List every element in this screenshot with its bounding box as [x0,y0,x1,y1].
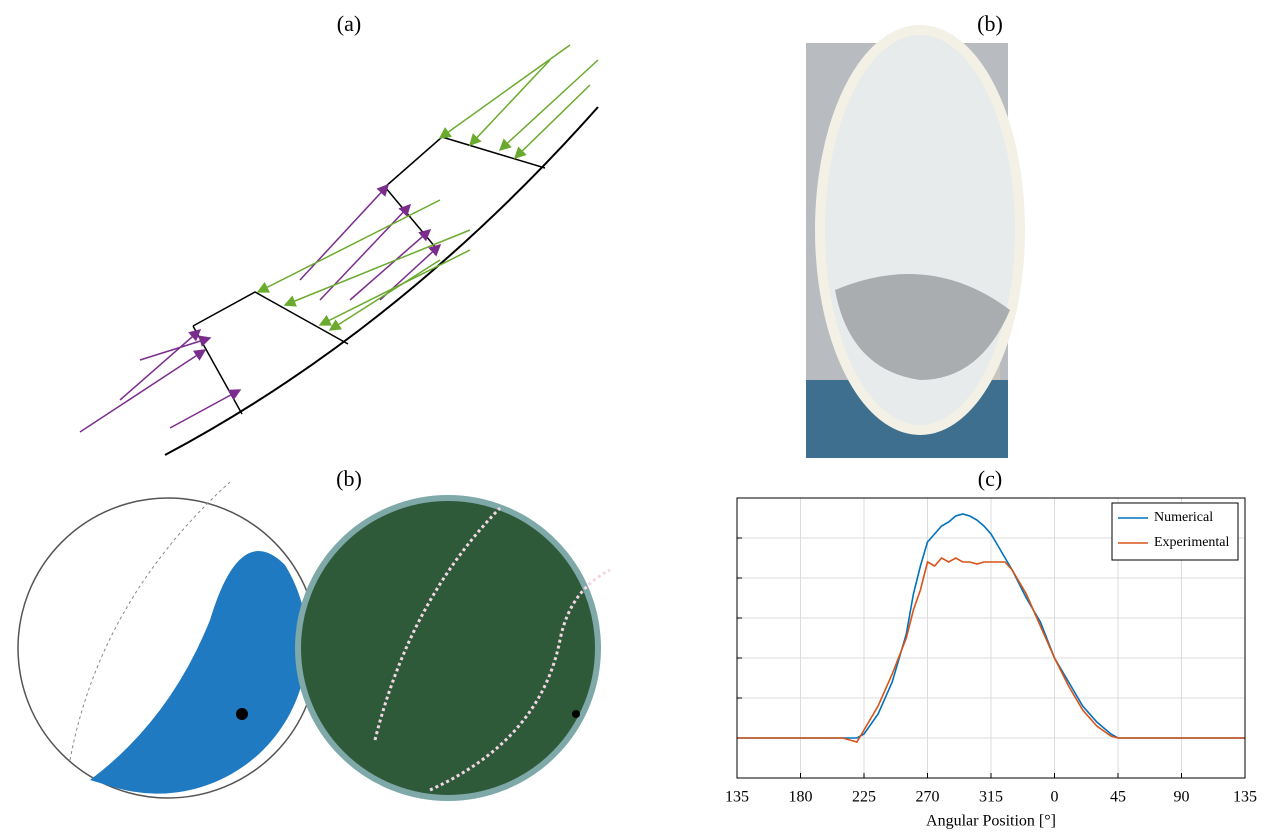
figure: (a) (b) (b) (c) [0,0,1269,834]
photo [806,30,1020,458]
x-tick-label: 45 [1110,789,1126,806]
line-chart: Angular Position [°] 135 180 225 270 315 0 45 9… [725,498,1257,830]
x-tick-label: 0 [1051,789,1059,806]
panel-label: (b) [977,11,1003,36]
panel-label: (b) [336,466,362,491]
panel-label: (a) [337,11,361,36]
x-axis-label: Angular Position [°] [926,813,1056,830]
x-tick-label: 270 [916,789,940,806]
legend-label: Experimental [1154,535,1230,550]
legend-label: Numerical [1154,510,1213,525]
x-tick-label: 180 [789,789,813,806]
force-diagram [80,45,598,455]
x-tick-label: 315 [979,789,1003,806]
x-tick-label: 90 [1174,789,1190,806]
x-tick-label: 225 [852,789,876,806]
drum-cross-sections [18,482,610,798]
panel-label: (c) [978,466,1002,491]
x-tick-label: 135 [1233,789,1257,806]
x-tick-label: 135 [725,789,749,806]
